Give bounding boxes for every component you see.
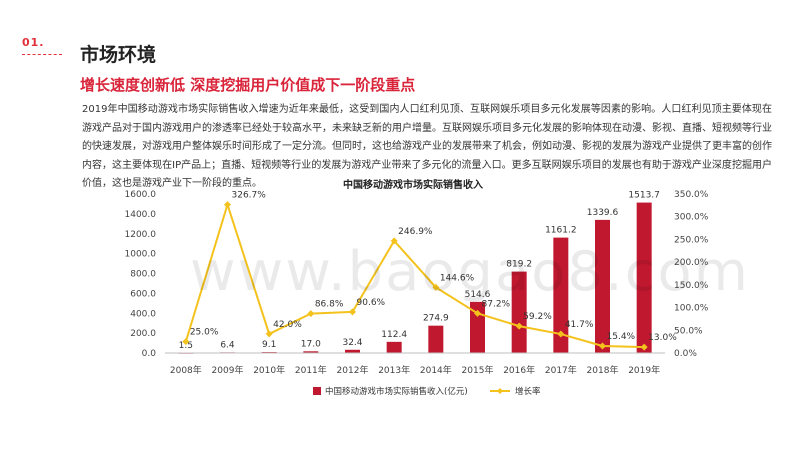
bar-value-label-7: 514.6	[465, 290, 491, 300]
left-axis-tick-0: 0.0	[142, 349, 157, 359]
bar-revenue-3	[303, 351, 319, 353]
bar-value-label-9: 1161.2	[545, 226, 577, 236]
left-axis-tick-4: 800.0	[130, 270, 156, 280]
right-axis-tick-0: 0.0%	[674, 349, 697, 359]
right-axis-tick-5: 250.0%	[674, 235, 709, 245]
left-axis-tick-5: 1000.0	[125, 250, 157, 260]
bar-value-label-11: 1513.7	[628, 191, 660, 201]
section-divider	[22, 54, 62, 55]
growth-rate-label-10: 15.4%	[607, 332, 636, 342]
growth-rate-label-1: 326.7%	[232, 191, 267, 201]
bar-revenue-8	[511, 271, 527, 353]
x-axis-tick-4: 2012年	[337, 364, 369, 376]
left-axis-tick-3: 600.0	[130, 289, 156, 299]
x-axis-tick-10: 2018年	[587, 364, 619, 376]
bar-value-label-2: 9.1	[262, 340, 276, 350]
growth-rate-label-6: 144.6%	[440, 273, 475, 283]
x-axis-tick-0: 2008年	[170, 364, 202, 376]
growth-rate-point-9	[557, 330, 565, 338]
body-paragraph: 2019年中国移动游戏市场实际销售收入增速为近年来最低，这受到国内人口红利见顶、…	[82, 104, 772, 189]
growth-rate-label-4: 90.6%	[357, 298, 386, 308]
bar-revenue-5	[386, 341, 402, 353]
growth-rate-label-3: 86.8%	[315, 300, 344, 310]
x-axis-tick-2: 2010年	[253, 364, 285, 376]
bar-value-label-8: 819.2	[506, 260, 532, 270]
bar-value-label-6: 274.9	[423, 314, 449, 324]
growth-rate-point-11	[640, 343, 648, 351]
bar-revenue-4	[345, 349, 360, 353]
right-axis-tick-6: 300.0%	[674, 213, 709, 223]
growth-rate-label-9: 41.7%	[565, 320, 594, 330]
x-axis-tick-1: 2009年	[212, 364, 244, 376]
x-axis-tick-5: 2013年	[378, 364, 410, 376]
legend-marker-growth	[497, 388, 503, 394]
left-axis-tick-2: 400.0	[130, 309, 156, 319]
watermark: www.baogao8.com	[190, 240, 750, 303]
growth-rate-point-7	[474, 309, 481, 317]
right-axis-tick-2: 100.0%	[674, 304, 709, 314]
section-title: 市场环境	[80, 44, 157, 66]
left-axis-tick-7: 1400.0	[125, 210, 157, 220]
growth-rate-point-3	[307, 310, 315, 318]
growth-rate-label-8: 59.2%	[523, 312, 552, 322]
left-axis-tick-1: 200.0	[130, 329, 156, 339]
growth-rate-line	[184, 201, 645, 349]
left-axis-tick-6: 1200.0	[125, 230, 157, 240]
bar-value-label-3: 17.0	[301, 339, 321, 349]
bar-value-label-1: 6.4	[220, 340, 235, 350]
legend-swatch-revenue	[313, 387, 321, 395]
growth-rate-point-2	[265, 330, 273, 338]
bar-value-label-0: 1.5	[179, 341, 193, 351]
x-axis-tick-3: 2011年	[295, 364, 327, 376]
growth-rate-point-1	[224, 201, 231, 209]
subtitle: 增长速度创新低 深度挖掘用户价值成下一阶段重点	[80, 76, 416, 94]
growth-rate-label-5: 246.9%	[398, 227, 433, 237]
legend-label-growth: 增长率	[515, 386, 541, 397]
bar-value-label-4: 32.4	[342, 338, 362, 348]
growth-rate-point-0	[182, 338, 190, 346]
bar-revenue-9	[553, 237, 569, 353]
growth-rate-point-10	[599, 342, 606, 350]
bar-value-label-10: 1339.6	[587, 208, 619, 218]
growth-rate-label-0: 25.0%	[190, 328, 219, 338]
right-axis-tick-4: 200.0%	[674, 258, 709, 268]
right-axis-tick-7: 350.0%	[674, 190, 709, 200]
x-axis-tick-6: 2014年	[420, 364, 452, 376]
chart-title: 中国移动游戏市场实际销售收入	[343, 178, 483, 191]
growth-rate-point-4	[349, 308, 356, 316]
x-axis-tick-9: 2017年	[545, 364, 577, 376]
bar-revenue-6	[428, 325, 444, 353]
growth-rate-label-2: 42.0%	[273, 320, 302, 330]
growth-rate-point-6	[432, 283, 440, 291]
left-axis-tick-8: 1600.0	[125, 190, 157, 200]
legend-label-revenue: 中国移动游戏市场实际销售收入(亿元)	[325, 386, 468, 397]
right-axis-tick-1: 50.0%	[674, 326, 703, 336]
section-number: 01.	[22, 36, 45, 49]
growth-rate-label-11: 13.0%	[648, 333, 677, 343]
bar-revenue-11	[636, 202, 652, 353]
x-axis-tick-7: 2015年	[462, 364, 494, 376]
x-axis-tick-8: 2016年	[503, 364, 535, 376]
bar-value-label-5: 112.4	[381, 330, 407, 340]
right-axis-tick-3: 150.0%	[674, 281, 709, 291]
growth-rate-point-5	[390, 237, 398, 245]
x-axis-tick-11: 2019年	[628, 364, 660, 376]
growth-rate-label-7: 87.2%	[482, 299, 511, 309]
growth-rate-point-8	[515, 322, 523, 330]
bar-revenue-10	[595, 219, 610, 353]
